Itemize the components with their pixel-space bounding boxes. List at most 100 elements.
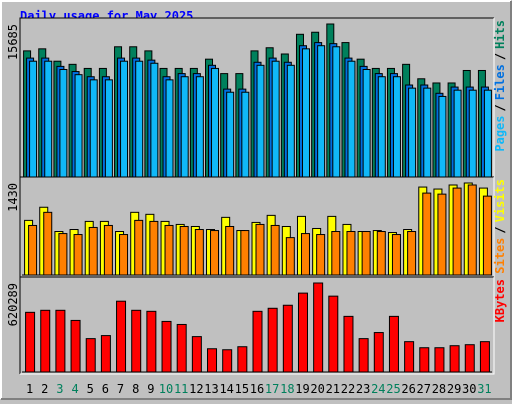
bar xyxy=(270,224,280,276)
bar xyxy=(332,46,341,178)
bar xyxy=(408,87,417,178)
panel-bevel xyxy=(19,176,494,277)
x-tick-label: 9 xyxy=(147,382,154,396)
x-tick-label: 23 xyxy=(356,382,370,396)
bar xyxy=(74,74,83,178)
bar xyxy=(85,338,96,373)
bar xyxy=(104,79,113,178)
bar xyxy=(25,311,36,373)
x-tick-label: 22 xyxy=(341,382,355,396)
bar xyxy=(343,315,354,373)
x-tick-label: 24 xyxy=(371,382,385,396)
x-tick-label: 8 xyxy=(132,382,139,396)
panel-bevel xyxy=(19,17,494,179)
bar xyxy=(347,60,356,178)
bar xyxy=(103,224,113,276)
bar xyxy=(179,225,189,276)
x-tick-label: 26 xyxy=(401,382,415,396)
bar xyxy=(423,87,432,178)
bar xyxy=(59,69,68,178)
bar xyxy=(376,231,386,276)
bar xyxy=(116,300,127,373)
bar xyxy=(195,76,204,178)
bar xyxy=(194,229,204,276)
x-tick-label: 18 xyxy=(280,382,294,396)
bar xyxy=(437,193,447,276)
x-tick-label: 25 xyxy=(386,382,400,396)
x-tick-label: 7 xyxy=(117,382,124,396)
bar xyxy=(161,320,172,373)
legend-entry: Hits xyxy=(493,20,507,49)
legend-separator: / xyxy=(493,104,507,111)
legend-entry: Visits xyxy=(493,179,507,222)
bar xyxy=(377,76,386,178)
x-tick-label: 31 xyxy=(477,382,491,396)
bar xyxy=(89,79,98,178)
x-tick-label: 5 xyxy=(87,382,94,396)
legend-separator: / xyxy=(493,226,507,233)
x-tick-label: 29 xyxy=(447,382,461,396)
legend-separator: / xyxy=(493,53,507,60)
bar xyxy=(28,224,38,276)
bar xyxy=(73,234,83,276)
bar xyxy=(134,219,144,276)
bar xyxy=(225,225,235,276)
bar xyxy=(149,220,159,276)
bar xyxy=(297,292,308,373)
bar xyxy=(317,45,326,178)
y-tick-label: 1430 xyxy=(6,183,20,212)
bar xyxy=(191,336,202,373)
legend: Sites / Visits xyxy=(493,179,507,274)
x-tick-label: 19 xyxy=(295,382,309,396)
bar xyxy=(464,344,475,373)
bar xyxy=(316,234,326,276)
bar xyxy=(256,64,265,178)
bar xyxy=(449,345,460,373)
bar xyxy=(240,230,250,276)
bar xyxy=(483,89,492,178)
bar xyxy=(346,231,356,276)
legend-entry: Files xyxy=(493,64,507,100)
bar xyxy=(358,338,369,373)
bar xyxy=(135,60,144,178)
bar xyxy=(222,349,233,373)
bar xyxy=(286,64,295,178)
bar xyxy=(285,237,295,276)
bar xyxy=(237,346,248,373)
panel-bevel xyxy=(19,276,494,374)
x-tick-label: 15 xyxy=(235,382,249,396)
bar xyxy=(131,309,142,373)
bar xyxy=(58,233,68,276)
bar xyxy=(165,79,174,178)
bar xyxy=(267,307,278,373)
bar xyxy=(210,230,220,276)
bar xyxy=(226,91,235,178)
legend-entry: KBytes xyxy=(493,279,507,322)
bar xyxy=(207,348,218,373)
x-tick-label: 21 xyxy=(326,382,340,396)
bar xyxy=(404,341,415,373)
x-tick-label: 3 xyxy=(56,382,63,396)
bar xyxy=(100,335,111,373)
bar xyxy=(40,309,51,373)
bar xyxy=(255,223,265,276)
y-tick-label: 620289 xyxy=(6,283,20,326)
x-tick-label: 1 xyxy=(26,382,33,396)
bar xyxy=(419,347,430,373)
x-tick-label: 2 xyxy=(41,382,48,396)
bar xyxy=(282,304,293,373)
bar xyxy=(301,48,310,178)
x-tick-label: 13 xyxy=(204,382,218,396)
x-tick-label: 30 xyxy=(462,382,476,396)
bar xyxy=(434,347,445,373)
bar xyxy=(362,69,371,178)
y-tick-label: 15685 xyxy=(6,24,20,60)
x-tick-label: 12 xyxy=(189,382,203,396)
bar xyxy=(467,184,477,276)
bar xyxy=(479,341,490,373)
bar xyxy=(29,60,38,178)
panel-bevel xyxy=(20,277,495,375)
bar xyxy=(241,91,250,178)
